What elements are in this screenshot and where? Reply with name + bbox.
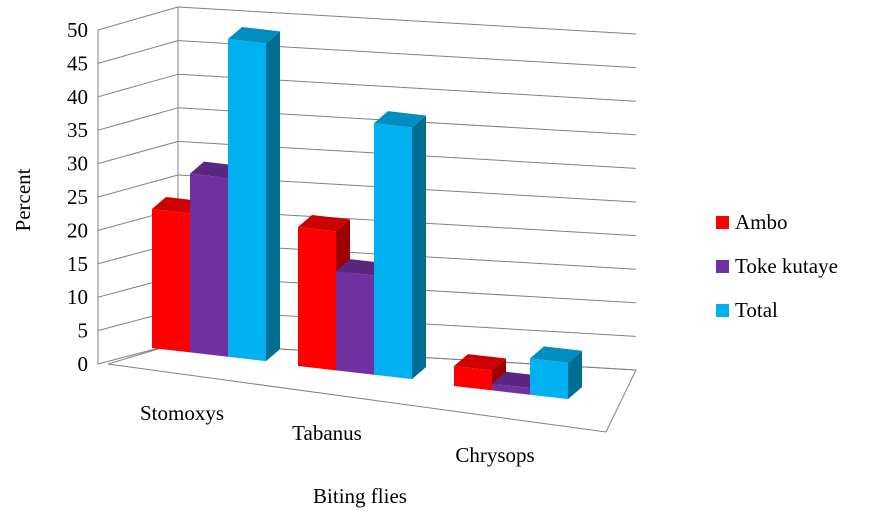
gridline xyxy=(177,6,637,35)
bar-side xyxy=(568,350,582,400)
bar-front xyxy=(190,173,228,357)
y-tick-label: 5 xyxy=(78,319,89,343)
bar-top xyxy=(374,111,426,128)
chart-floor xyxy=(107,342,637,433)
gridline-side xyxy=(97,107,179,131)
bar-top xyxy=(298,214,350,232)
y-tick-label: 15 xyxy=(67,252,88,276)
y-tick-label: 50 xyxy=(67,18,88,42)
y-tick-label: 35 xyxy=(67,118,88,142)
x-axis-label: Biting flies xyxy=(313,484,407,508)
bar-front xyxy=(492,383,530,395)
y-tick-label: 0 xyxy=(78,352,89,376)
y-tick-label: 45 xyxy=(67,51,88,75)
legend-label: Total xyxy=(735,297,778,322)
bar-front xyxy=(228,38,266,362)
legend-item: Toke kutaye xyxy=(716,244,838,288)
y-tick-label: 20 xyxy=(67,218,88,242)
legend-swatch xyxy=(716,259,729,273)
legend-swatch xyxy=(716,215,729,229)
x-tick-label: Stomoxys xyxy=(140,401,224,425)
gridline-side xyxy=(97,140,179,165)
y-tick-label: 10 xyxy=(67,285,88,309)
bar-front xyxy=(374,123,412,380)
bar-front xyxy=(454,366,492,391)
bar-front xyxy=(530,358,568,400)
bar-front xyxy=(152,208,190,353)
legend: Ambo Toke kutaye Total xyxy=(716,200,838,332)
bar-side xyxy=(412,115,426,380)
gridline-side xyxy=(97,174,179,198)
gridline-side xyxy=(97,40,179,64)
bar-front xyxy=(336,271,374,375)
y-axis-ticks: 0 5 10 15 20 25 30 35 40 45 50 xyxy=(67,18,88,376)
bar-front xyxy=(298,226,336,371)
legend-item: Ambo xyxy=(716,200,838,244)
y-tick-label: 40 xyxy=(67,85,88,109)
y-tick-label: 25 xyxy=(67,185,88,209)
bar-total-tabanus xyxy=(374,111,426,380)
bar-side xyxy=(266,31,280,362)
gridline-side xyxy=(97,6,179,31)
floor xyxy=(107,342,637,433)
y-tick-label: 30 xyxy=(67,152,88,176)
x-tick-label: Chrysops xyxy=(455,443,534,467)
bar-top xyxy=(228,26,280,44)
legend-item: Total xyxy=(716,288,838,332)
bar-total-stomoxys xyxy=(228,26,280,362)
legend-swatch xyxy=(716,303,729,317)
legend-label: Toke kutaye xyxy=(735,253,838,278)
gridline-side xyxy=(97,73,179,98)
legend-label: Ambo xyxy=(735,209,788,234)
x-axis-ticks: Stomoxys Tabanus Chrysops xyxy=(140,401,535,467)
y-axis-label: Percent xyxy=(11,168,35,231)
x-tick-label: Tabanus xyxy=(292,421,362,445)
bar-top xyxy=(454,354,506,371)
bar-top xyxy=(530,346,582,363)
bar-total-chrysops xyxy=(530,346,582,400)
bars xyxy=(152,26,582,400)
bar-ambo-chrysops xyxy=(454,354,506,391)
